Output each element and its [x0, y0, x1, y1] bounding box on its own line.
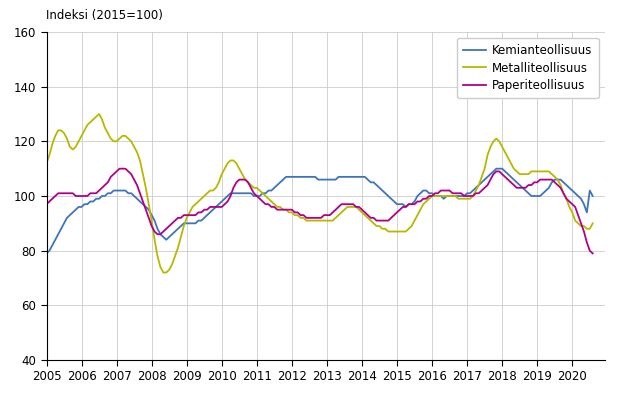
- Kemianteollisuus: [224, 194, 231, 198]
- Paperiteollisuus: [227, 194, 234, 198]
- Kemianteollisuus: [99, 194, 106, 198]
- Line: Metalliteollisuus: Metalliteollisuus: [46, 114, 593, 272]
- Paperiteollisuus: [212, 204, 219, 209]
- Kemianteollisuus: [241, 191, 249, 196]
- Metalliteollisuus: [230, 158, 237, 163]
- Kemianteollisuus: [43, 251, 50, 256]
- Paperiteollisuus: [99, 185, 106, 190]
- Line: Kemianteollisuus: Kemianteollisuus: [46, 169, 593, 254]
- Kemianteollisuus: [46, 248, 53, 253]
- Metalliteollisuus: [215, 180, 223, 185]
- Line: Paperiteollisuus: Paperiteollisuus: [46, 169, 593, 254]
- Metalliteollisuus: [589, 221, 596, 226]
- Kemianteollisuus: [493, 166, 500, 171]
- Paperiteollisuus: [46, 199, 53, 204]
- Paperiteollisuus: [244, 180, 252, 185]
- Metalliteollisuus: [43, 161, 50, 166]
- Paperiteollisuus: [43, 202, 50, 206]
- Paperiteollisuus: [589, 251, 596, 256]
- Paperiteollisuus: [574, 213, 582, 218]
- Text: Indeksi (2015=100): Indeksi (2015=100): [46, 9, 164, 22]
- Metalliteollisuus: [159, 270, 167, 275]
- Kemianteollisuus: [210, 207, 217, 212]
- Legend: Kemianteollisuus, Metalliteollisuus, Paperiteollisuus: Kemianteollisuus, Metalliteollisuus, Pap…: [457, 38, 598, 98]
- Metalliteollisuus: [101, 125, 108, 130]
- Kemianteollisuus: [589, 194, 596, 198]
- Metalliteollisuus: [95, 112, 103, 116]
- Metalliteollisuus: [577, 224, 585, 228]
- Kemianteollisuus: [574, 194, 582, 198]
- Metalliteollisuus: [247, 183, 255, 188]
- Metalliteollisuus: [46, 153, 53, 158]
- Paperiteollisuus: [116, 166, 123, 171]
